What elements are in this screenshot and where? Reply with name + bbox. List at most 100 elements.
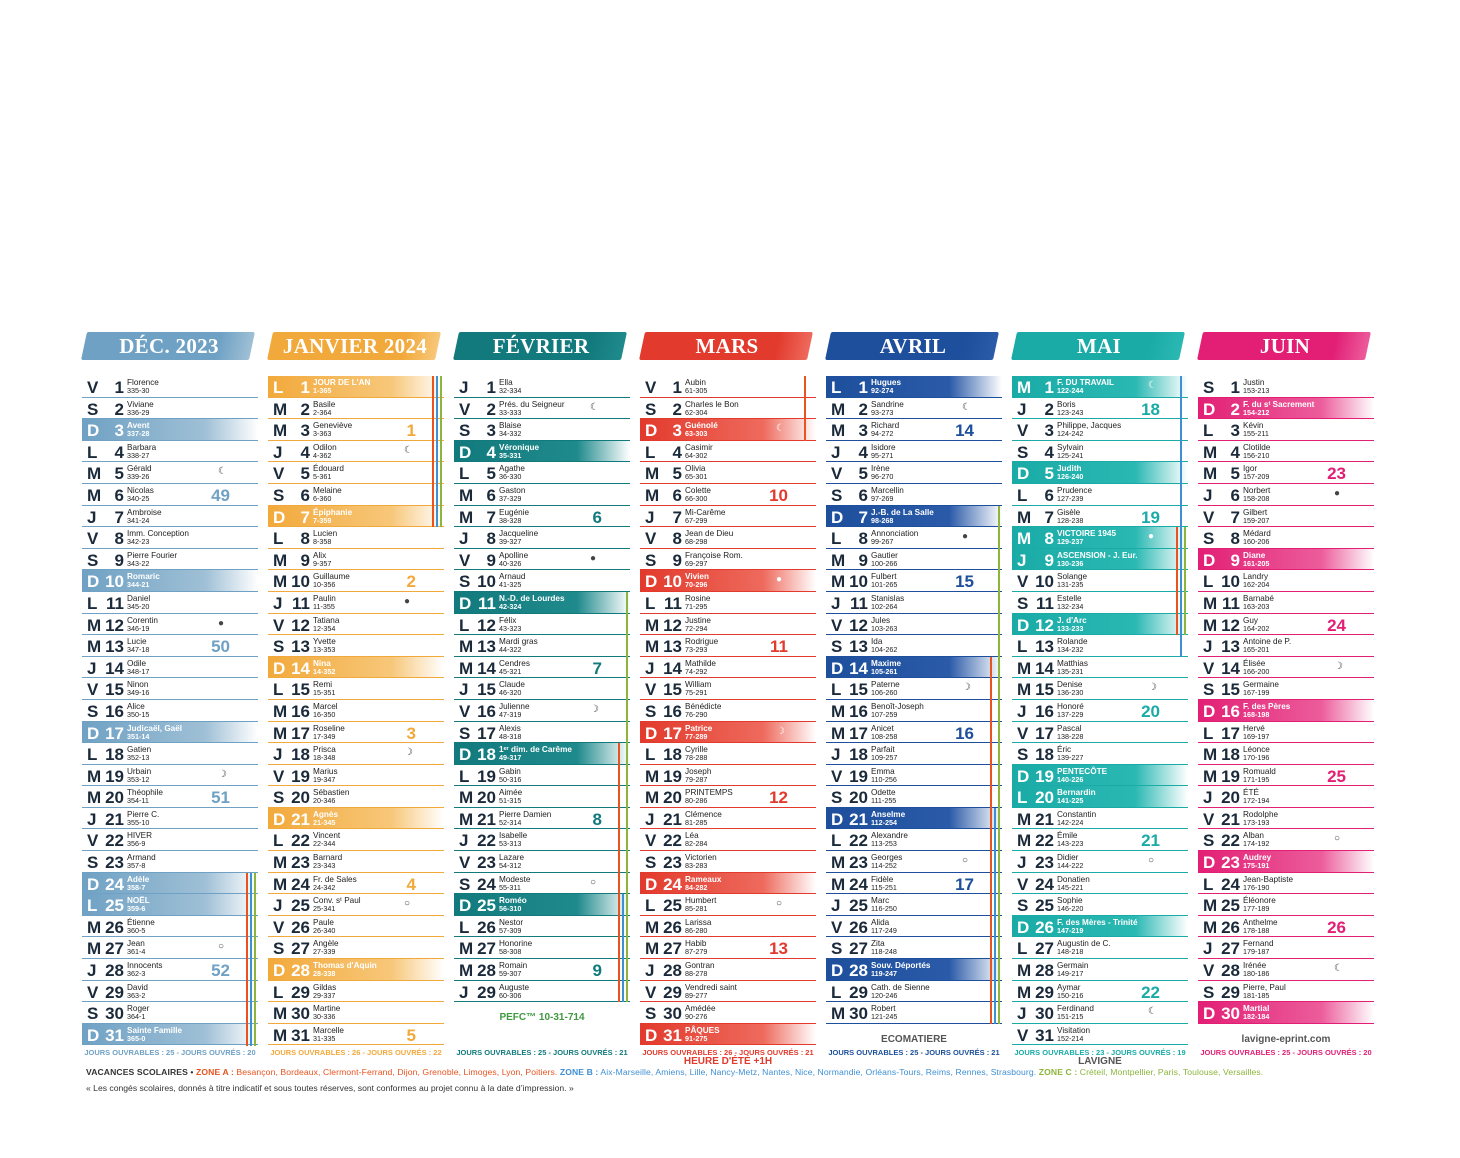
day-number: 24	[105, 874, 124, 894]
day-row: S 9 Pierre Fourier 343-22	[82, 549, 258, 571]
saint-name: Philippe, Jacques	[1057, 421, 1122, 431]
weekday-letter: M	[831, 572, 846, 592]
day-row: M 19 Joseph 79-287	[640, 765, 816, 787]
weekday-letter: D	[1017, 917, 1030, 937]
weekday-letter: S	[1017, 442, 1029, 462]
day-row: M 5 Gérald 339-26 ☾	[82, 462, 258, 484]
saint-name: Igor	[1243, 464, 1258, 474]
week-number: 7	[592, 658, 602, 678]
week-number: 17	[955, 874, 974, 894]
day-number: 25	[1221, 896, 1240, 916]
day-number: 21	[291, 809, 310, 829]
day-number: 29	[1221, 982, 1240, 1002]
saint-name: Marc	[871, 896, 890, 906]
weekday-letter: M	[459, 485, 474, 505]
weekday-letter: S	[87, 550, 99, 570]
day-of-year: 20-346	[313, 796, 336, 806]
day-of-year: 135-231	[1057, 666, 1084, 676]
day-of-year: 354-11	[127, 796, 149, 806]
day-row-highlighted: D 2 F. du sᵗ Sacrement 154-212	[1198, 397, 1374, 420]
day-number: 4	[486, 442, 496, 462]
day-row: S 16 Alice 350-15	[82, 700, 258, 722]
zone-a-cities: Besançon, Bordeaux, Clermont-Ferrand, Di…	[236, 1067, 558, 1077]
day-of-year: 60-306	[499, 990, 522, 1000]
saint-name: Maxime	[871, 658, 902, 668]
day-row: J 18 Prisca 18-348 ☽	[268, 743, 444, 765]
saint-name: Sébastien	[313, 788, 350, 798]
day-of-year: 120-246	[871, 990, 898, 1000]
month-column-2: FÉVRIER J 1 Ella 32-334 V 2 Prés. du Seigneur 33…	[453, 328, 630, 1057]
day-number: 8	[858, 529, 868, 549]
weekday-letter: D	[645, 874, 658, 894]
moon-phase-icon: ☾	[962, 401, 971, 413]
saint-name: Emma	[871, 766, 895, 776]
column-footer-logo: HEURE D'ÉTÉ +1H	[683, 1055, 773, 1067]
month-title: DÉC. 2023	[119, 334, 219, 358]
day-of-year: 56-310	[499, 904, 522, 914]
saint-name: Isidore	[871, 442, 896, 452]
day-row: J 25 Marc 116-250	[826, 894, 1002, 916]
weekday-letter: J	[831, 442, 841, 462]
weekday-letter: D	[831, 507, 844, 527]
weekday-letter: M	[1203, 766, 1218, 786]
weekday-letter: D	[273, 809, 286, 829]
saint-name: Urbain	[127, 766, 152, 776]
saint-name: Fulbert	[871, 572, 897, 582]
day-number: 2	[858, 399, 868, 419]
day-row: M 29 Aymar 150-216 22	[1012, 981, 1188, 1003]
day-number: 7	[486, 507, 496, 527]
day-row: M 23 Georges 114-252 ○	[826, 851, 1002, 873]
saint-name: Léa	[685, 831, 699, 841]
day-row: S 2 Viviane 336-29	[82, 398, 258, 420]
weekday-letter: D	[87, 421, 100, 441]
day-number: 26	[477, 917, 496, 937]
weekday-letter: M	[87, 637, 102, 657]
day-row-highlighted: D 28 Thomas d'Aquin 28-338	[268, 959, 444, 981]
saint-name: Alban	[1243, 831, 1264, 841]
weekday-letter: M	[1017, 507, 1032, 527]
weekday-letter: D	[87, 723, 100, 743]
day-row: M 28 Germain 149-217	[1012, 959, 1188, 981]
week-number: 3	[406, 723, 416, 743]
weekday-letter: J	[87, 809, 97, 829]
day-number: 13	[1221, 637, 1240, 657]
day-number: 10	[663, 572, 682, 592]
weekday-letter: M	[645, 917, 660, 937]
weekday-letter: L	[1203, 421, 1214, 441]
day-row-highlighted: D 24 Adèle 358-7	[82, 872, 258, 895]
weekday-letter: S	[273, 637, 285, 657]
day-number: 30	[105, 1004, 124, 1024]
day-row: M 24 Fr. de Sales 24-342 4	[268, 873, 444, 895]
day-of-year: 26-340	[313, 925, 336, 935]
day-row: V 26 Alida 117-249	[826, 916, 1002, 938]
saint-name: Marcel	[313, 701, 338, 711]
day-row: M 13 Mardi gras 44-322	[454, 635, 630, 657]
day-of-year: 342-23	[127, 537, 150, 547]
moon-phase-icon: ☽	[218, 768, 227, 780]
weekday-letter: V	[87, 831, 99, 851]
weekday-letter: M	[459, 658, 474, 678]
day-of-year: 103-263	[871, 623, 898, 633]
day-of-year: 5-361	[313, 472, 332, 482]
weekday-letter: V	[831, 615, 843, 635]
week-number: 9	[592, 961, 602, 981]
day-row: V 22 Léa 82-284	[640, 829, 816, 852]
saint-name: Guénolé	[685, 421, 718, 431]
saint-name: Antoine de P.	[1243, 637, 1292, 647]
saint-name: Pascal	[1057, 723, 1082, 733]
vacation-bar	[622, 894, 624, 1003]
saint-name: Paule	[313, 917, 334, 927]
saint-name: Alida	[871, 917, 890, 927]
day-of-year: 17-349	[313, 731, 336, 741]
month-title: FÉVRIER	[492, 334, 590, 358]
saint-name: Romuald	[1243, 766, 1276, 776]
day-of-year: 348-17	[127, 666, 150, 676]
day-of-year: 37-329	[499, 493, 522, 503]
day-of-year: 75-291	[685, 688, 708, 698]
saint-name: Roseline	[313, 723, 345, 733]
saint-name: Sandrine	[871, 399, 904, 409]
weekday-letter: D	[831, 658, 844, 678]
day-row: J 4 Isidore 95-271	[826, 441, 1002, 463]
day-number: 27	[105, 939, 124, 959]
weekday-letter: S	[87, 853, 99, 873]
